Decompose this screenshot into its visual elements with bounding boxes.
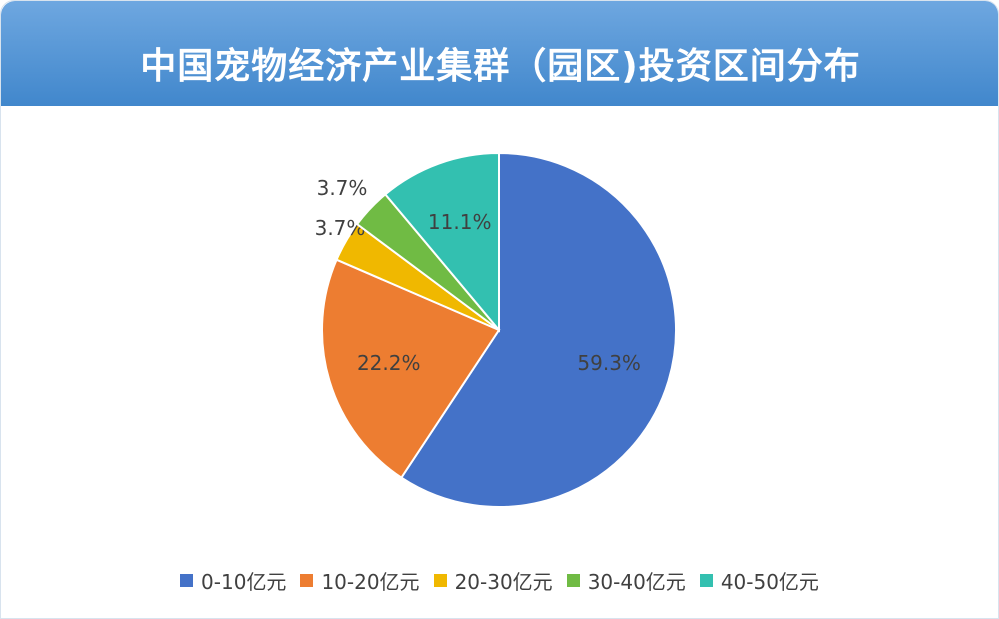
legend-swatch bbox=[566, 574, 580, 587]
data-label: 3.7% bbox=[315, 216, 366, 240]
legend-item: 0-10亿元 bbox=[180, 566, 286, 595]
legend: 0-10亿元 10-20亿元 20-30亿元 30-40亿元 40-50亿元 bbox=[0, 566, 999, 595]
legend-swatch bbox=[433, 574, 447, 587]
legend-swatch bbox=[300, 574, 314, 587]
legend-label: 40-50亿元 bbox=[720, 570, 819, 594]
legend-swatch bbox=[699, 574, 713, 587]
pie-slice-10-20亿元 bbox=[321, 258, 501, 480]
data-label: 22.2% bbox=[357, 351, 421, 375]
pie-slice-0-10亿元 bbox=[399, 151, 677, 508]
legend-label: 10-20亿元 bbox=[321, 570, 420, 594]
legend-item: 10-20亿元 bbox=[300, 566, 420, 595]
title-bar: 中国宠物经济产业集群（园区)投资区间分布 bbox=[1, 1, 998, 106]
chart-title: 中国宠物经济产业集群（园区)投资区间分布 bbox=[140, 46, 861, 87]
legend-item: 40-50亿元 bbox=[699, 566, 819, 595]
pie-slice-40-50亿元 bbox=[383, 151, 500, 333]
data-label: 3.7% bbox=[317, 176, 368, 200]
legend-label: 0-10亿元 bbox=[201, 570, 287, 594]
legend-swatch bbox=[180, 574, 194, 587]
legend-item: 20-30亿元 bbox=[433, 566, 553, 595]
legend-label: 20-30亿元 bbox=[454, 570, 553, 594]
data-label: 11.1% bbox=[428, 210, 492, 234]
legend-item: 30-40亿元 bbox=[566, 566, 686, 595]
data-label: 59.3% bbox=[577, 351, 641, 375]
legend-label: 30-40亿元 bbox=[587, 570, 686, 594]
